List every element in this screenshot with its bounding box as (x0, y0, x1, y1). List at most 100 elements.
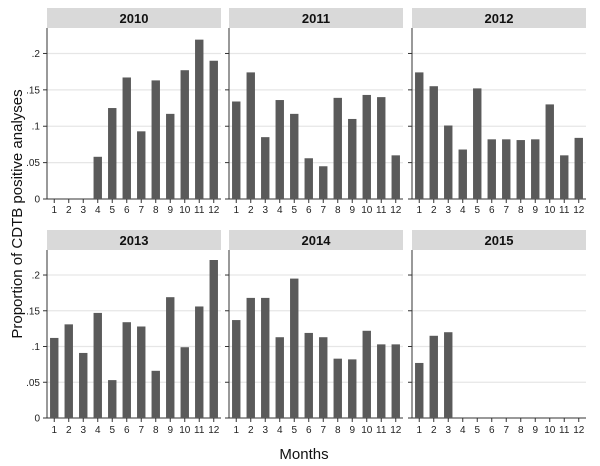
x-tick-label: 2 (431, 205, 437, 216)
bar (487, 139, 496, 199)
panel-title: 2010 (120, 11, 149, 26)
x-tick-label: 5 (109, 205, 115, 216)
x-tick-label: 3 (262, 205, 268, 216)
bar (502, 139, 511, 199)
y-axis-title: Proportion of CDTB positive analyses (9, 89, 26, 338)
x-tick-label: 5 (291, 205, 297, 216)
bar (560, 155, 569, 199)
x-tick-label: 9 (349, 425, 355, 436)
bar (232, 320, 241, 418)
bar (246, 297, 255, 418)
x-tick-label: 9 (167, 425, 173, 436)
bar (391, 344, 400, 418)
x-tick-label: 7 (503, 205, 509, 216)
bar (362, 330, 371, 418)
x-tick-label: 6 (124, 425, 130, 436)
x-tick-label: 12 (573, 205, 585, 216)
bar (304, 158, 313, 199)
panel-strip (412, 230, 586, 250)
bar (574, 137, 583, 199)
y-tick-label: 0 (34, 195, 40, 206)
bar (232, 101, 241, 199)
x-tick-label: 9 (532, 205, 538, 216)
panel-strip (47, 230, 221, 250)
panel-strip (412, 8, 586, 28)
bar (137, 326, 146, 418)
x-tick-label: 1 (416, 205, 422, 216)
x-tick-label: 8 (153, 425, 159, 436)
x-tick-label: 1 (416, 425, 422, 436)
x-tick-label: 10 (544, 425, 556, 436)
x-tick-label: 5 (474, 425, 480, 436)
bar (93, 156, 102, 199)
x-tick-label: 2 (248, 205, 254, 216)
x-tick-label: 11 (376, 205, 387, 216)
bar (108, 108, 117, 199)
bar (458, 149, 467, 199)
bar (151, 80, 160, 199)
bar (391, 155, 400, 199)
x-tick-label: 10 (361, 205, 373, 216)
x-tick-label: 4 (95, 425, 101, 436)
x-tick-label: 5 (109, 425, 115, 436)
panel-strip (229, 8, 403, 28)
bar (93, 312, 102, 418)
x-tick-label: 6 (306, 205, 312, 216)
y-tick-label: .2 (32, 49, 41, 60)
panel-title: 2014 (302, 233, 332, 248)
x-tick-label: 3 (80, 205, 86, 216)
x-tick-label: 11 (194, 425, 205, 436)
x-tick-label: 1 (51, 205, 57, 216)
x-tick-label: 11 (376, 425, 387, 436)
bar (195, 306, 204, 418)
x-tick-label: 11 (559, 205, 570, 216)
bar (415, 362, 424, 418)
bar (304, 332, 313, 418)
x-axis-title: Months (279, 446, 328, 463)
y-tick-label: .1 (32, 342, 41, 353)
y-tick-label: .05 (26, 378, 40, 389)
bar (444, 332, 453, 418)
bar (473, 88, 482, 199)
x-tick-label: 8 (518, 205, 524, 216)
bar (209, 260, 218, 418)
bar (246, 72, 255, 199)
bar (516, 140, 525, 199)
bar (180, 347, 189, 418)
bar (64, 324, 73, 418)
bar (209, 60, 218, 199)
bar (79, 352, 88, 418)
y-tick-label: .2 (32, 271, 41, 282)
bar (415, 72, 424, 199)
bar (180, 70, 189, 199)
bar (290, 113, 299, 199)
x-tick-label: 4 (95, 205, 101, 216)
bar (108, 380, 117, 418)
panel-strip (47, 8, 221, 28)
bar (333, 97, 342, 199)
x-tick-label: 2 (248, 425, 254, 436)
x-tick-label: 12 (573, 425, 585, 436)
y-tick-label: .05 (26, 158, 40, 169)
bar (348, 359, 357, 418)
x-tick-label: 1 (51, 425, 57, 436)
x-tick-label: 4 (460, 205, 466, 216)
bar (290, 278, 299, 418)
x-tick-label: 7 (320, 425, 326, 436)
bar (377, 344, 386, 418)
x-tick-label: 8 (518, 425, 524, 436)
bar (333, 358, 342, 418)
bar (275, 100, 284, 199)
x-tick-label: 9 (167, 205, 173, 216)
x-tick-label: 7 (138, 425, 144, 436)
x-tick-label: 11 (559, 425, 570, 436)
bar (166, 113, 175, 199)
x-tick-label: 6 (306, 425, 312, 436)
x-tick-label: 3 (445, 205, 451, 216)
bar (122, 322, 131, 418)
